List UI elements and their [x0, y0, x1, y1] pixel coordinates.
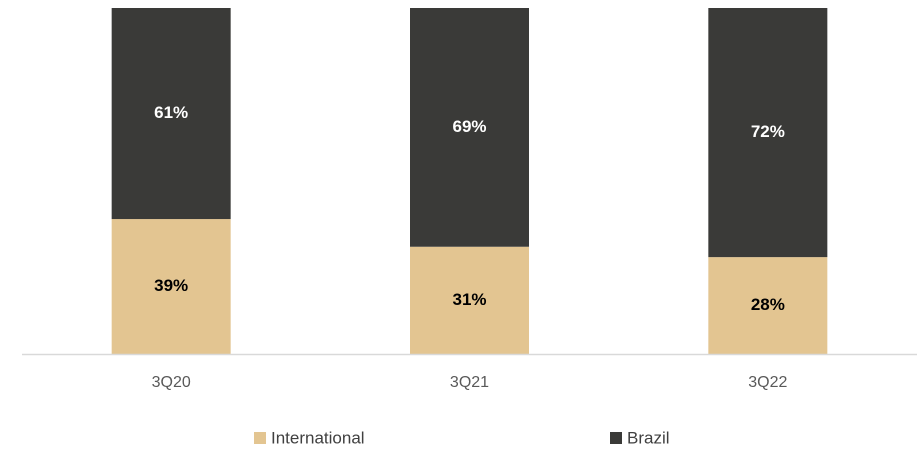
- data-label: 61%: [154, 103, 188, 122]
- bar-segment: [111, 219, 231, 354]
- data-label: 69%: [452, 117, 486, 136]
- bar-segment: [708, 257, 828, 354]
- bar-segment: [708, 8, 828, 258]
- legend-label: International: [271, 428, 365, 447]
- legend-swatch: [254, 432, 266, 444]
- bar-segment: [410, 8, 529, 247]
- data-label: 72%: [751, 122, 785, 141]
- x-tick-label: 3Q22: [748, 374, 787, 391]
- data-label: 28%: [751, 295, 785, 314]
- legend-label: Brazil: [627, 428, 670, 447]
- data-label: 39%: [154, 276, 188, 295]
- x-tick-label: 3Q20: [152, 374, 191, 391]
- x-tick-label: 3Q21: [450, 374, 489, 391]
- legend-swatch: [610, 432, 622, 444]
- data-label: 31%: [452, 290, 486, 309]
- bar-segment: [410, 246, 529, 354]
- bar-segment: [111, 8, 231, 220]
